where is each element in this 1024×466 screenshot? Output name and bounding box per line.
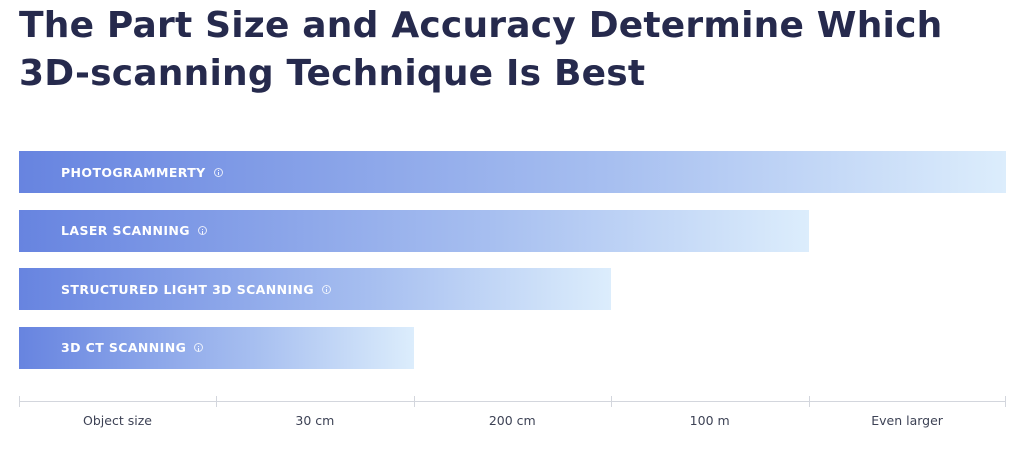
bar-photogrammerty: PHOTOGRAMMERTY [19, 151, 1006, 193]
bar-label: 3D CT SCANNING [61, 340, 187, 355]
x-axis-tick [19, 396, 20, 407]
x-axis-tick [1005, 396, 1006, 407]
info-icon[interactable] [194, 343, 204, 352]
x-axis-tick-label: Even larger [871, 413, 943, 428]
x-axis-tick [216, 396, 217, 407]
x-axis-tick-label: 200 cm [488, 413, 536, 428]
x-axis-tick-label: Object size [83, 413, 152, 428]
chart-title: The Part Size and Accuracy Determine Whi… [19, 5, 943, 94]
bar-label: LASER SCANNING [61, 223, 190, 238]
x-axis-tick [809, 396, 810, 407]
x-axis-line [19, 401, 1006, 402]
info-icon[interactable] [322, 284, 332, 294]
info-icon[interactable] [213, 167, 223, 177]
info-icon[interactable] [197, 226, 207, 235]
bar-3d-ct-scanning: 3D CT SCANNING [19, 326, 414, 369]
bar-laser-scanning: LASER SCANNING [19, 209, 809, 252]
bar-label: STRUCTURED LIGHT 3D SCANNING [61, 281, 315, 297]
x-axis-tick [611, 396, 612, 407]
x-axis-tick-label: 30 cm [295, 413, 335, 428]
bar-structured-light-3d-scanning: STRUCTURED LIGHT 3D SCANNING [19, 268, 612, 310]
x-axis-tick [414, 396, 415, 407]
bar-label: PHOTOGRAMMERTY [61, 164, 206, 180]
x-axis-tick-label: 100 m [689, 413, 730, 428]
